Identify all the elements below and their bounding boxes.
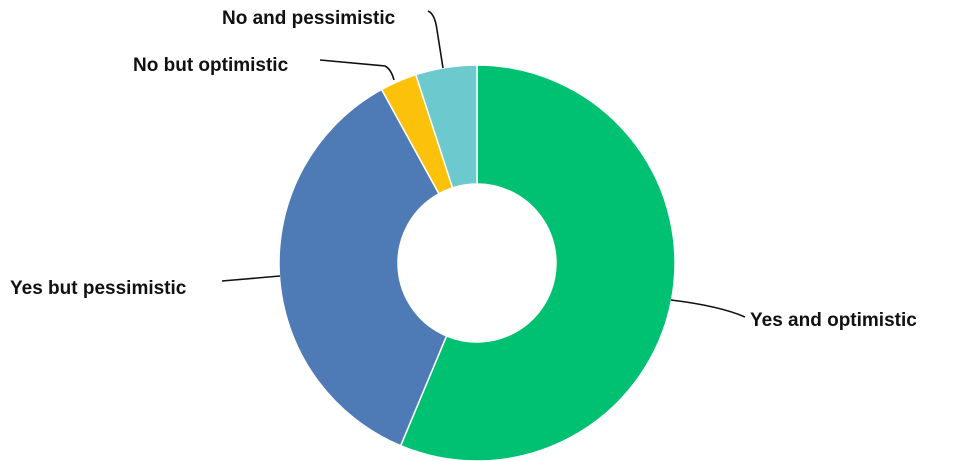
- slice-labels: Yes and optimistic Yes but pessimistic N…: [10, 8, 917, 331]
- slice-no-and-pessimistic: [414, 64, 478, 189]
- slice-yes-and-optimistic: [399, 64, 676, 461]
- slice-yes-but-pessimistic: [278, 88, 448, 447]
- leader-line-yes-but-pessimistic: [221, 275, 281, 282]
- leader-lines: [221, 10, 746, 318]
- label-no-but-optimistic: No but optimistic: [133, 55, 289, 76]
- donut-slices: [278, 64, 676, 461]
- leader-line-yes-and-optimistic: [670, 299, 746, 318]
- label-yes-and-optimistic: Yes and optimistic: [750, 310, 917, 331]
- leader-line-no-but-optimistic: [319, 59, 395, 81]
- label-no-and-pessimistic: No and pessimistic: [222, 8, 396, 29]
- leader-line-no-and-pessimistic: [427, 10, 444, 69]
- label-yes-but-pessimistic: Yes but pessimistic: [10, 278, 187, 299]
